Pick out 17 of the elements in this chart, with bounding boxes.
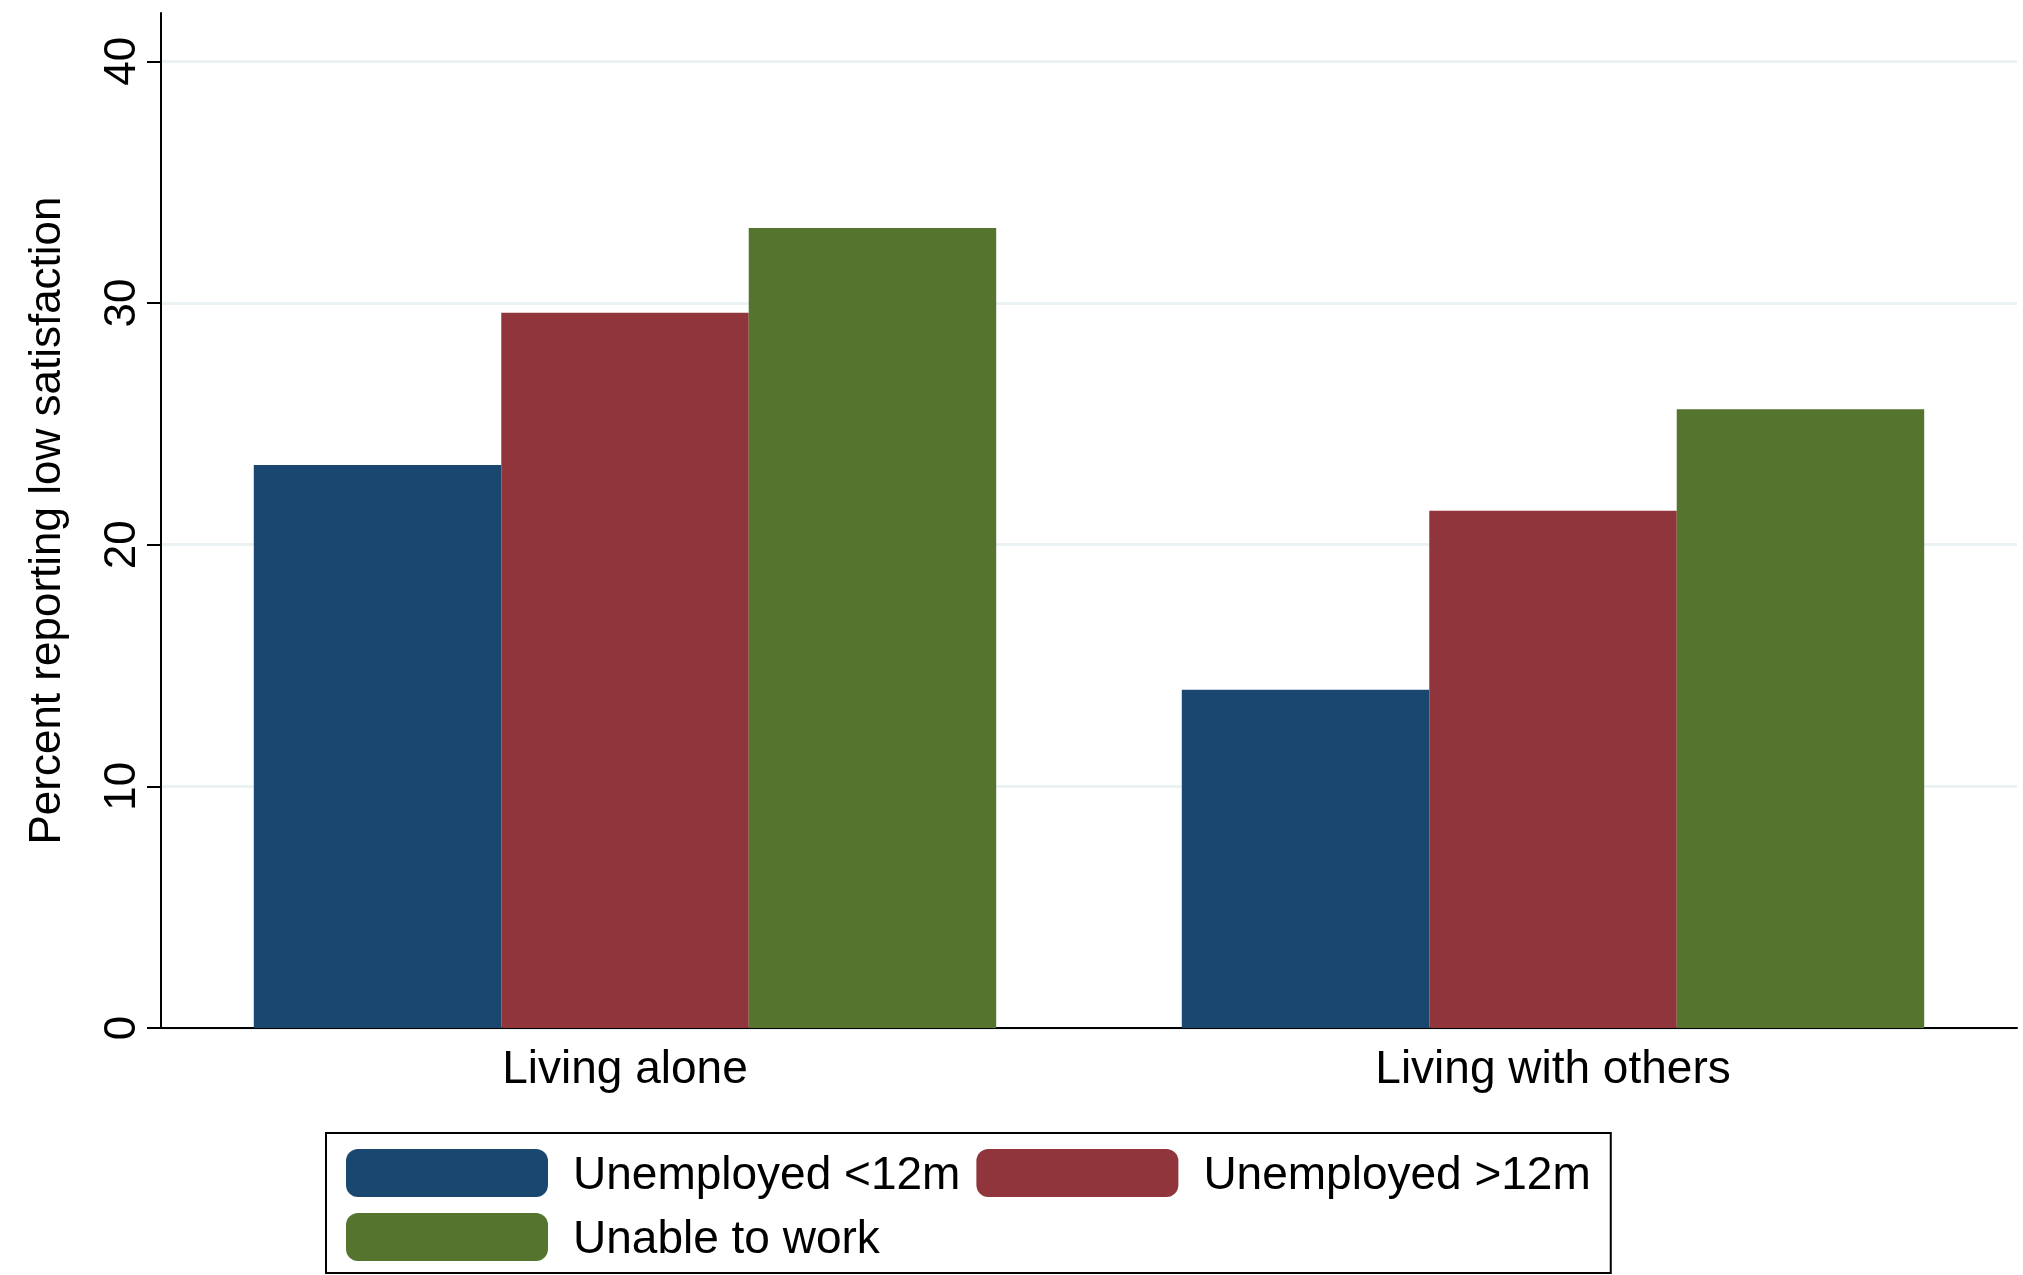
legend-label: Unable to work: [573, 1211, 881, 1263]
x-tick-label: Living with others: [1375, 1041, 1731, 1093]
bar: [1429, 510, 1677, 1028]
y-tick-label: 40: [94, 36, 144, 86]
bar: [501, 312, 749, 1028]
y-tick-label: 30: [94, 278, 144, 328]
y-tick-label: 20: [94, 520, 144, 570]
y-axis-title: Percent reporting low satisfaction: [19, 196, 69, 845]
bar: [1181, 689, 1430, 1028]
y-tick-label: 0: [94, 1015, 144, 1041]
bar: [1676, 409, 1925, 1028]
x-tick-label: Living alone: [502, 1041, 748, 1093]
legend-label: Unemployed >12m: [1203, 1147, 1591, 1199]
legend-label: Unemployed <12m: [573, 1147, 961, 1199]
y-tick-label: 10: [94, 761, 144, 811]
bar: [748, 228, 997, 1028]
bar: [253, 464, 502, 1028]
